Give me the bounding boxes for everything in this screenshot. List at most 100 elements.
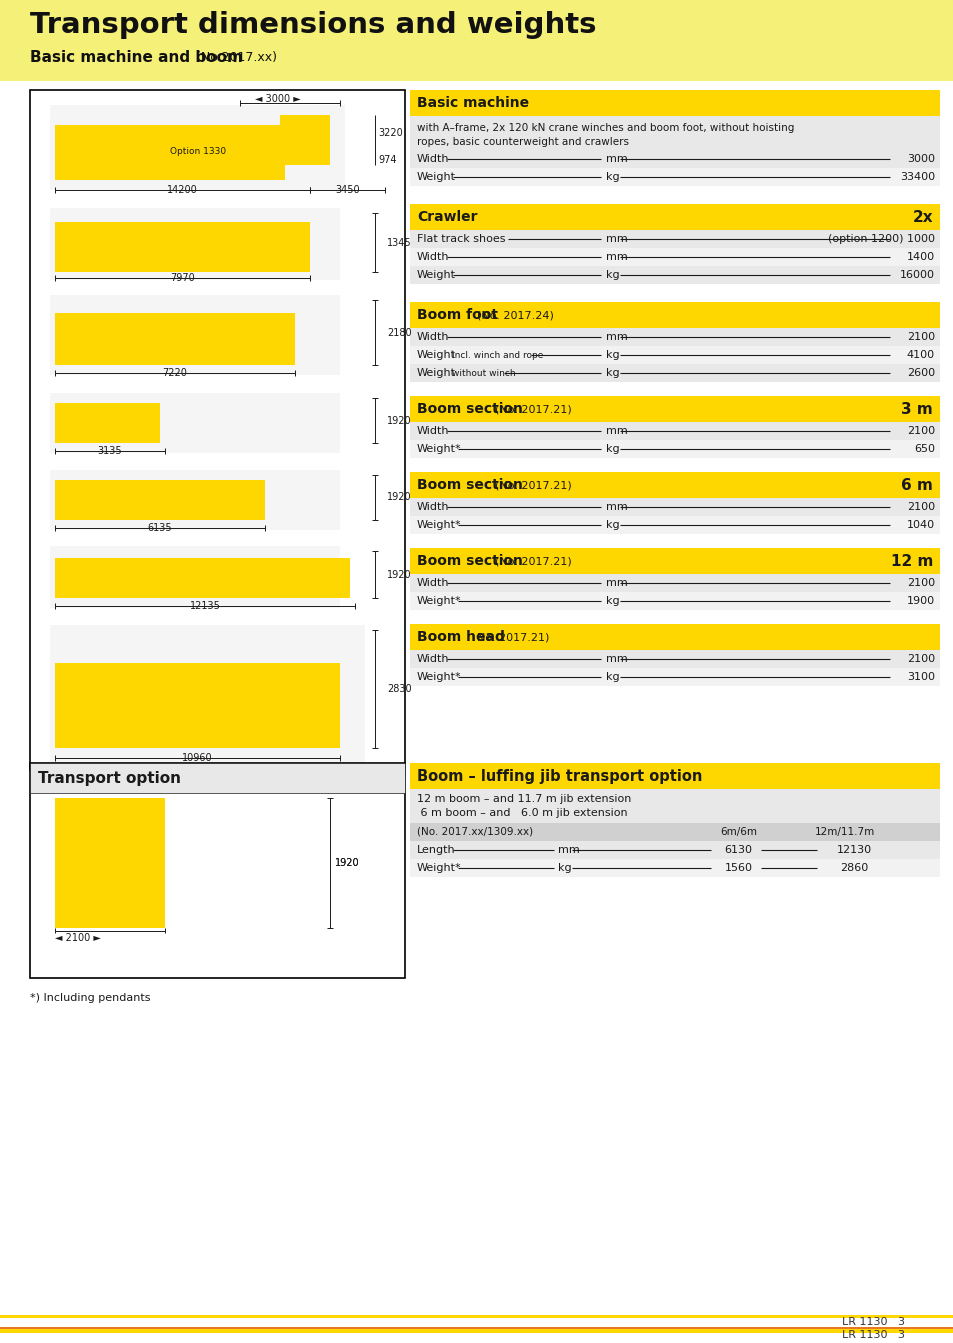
- Bar: [410, 248, 939, 266]
- Text: with A–frame, 2x 120 kN crane winches and boom foot, without hoisting: with A–frame, 2x 120 kN crane winches an…: [416, 124, 794, 133]
- Text: kg: kg: [558, 864, 572, 873]
- Bar: [410, 667, 939, 686]
- Text: 12m/11.7m: 12m/11.7m: [814, 827, 874, 837]
- Bar: [410, 548, 939, 573]
- Text: Weight: Weight: [416, 270, 456, 279]
- Text: Boom head: Boom head: [416, 630, 504, 645]
- Text: 1920: 1920: [335, 858, 359, 868]
- Text: 1400: 1400: [906, 252, 934, 262]
- Text: mm: mm: [605, 502, 627, 512]
- Bar: [410, 396, 939, 422]
- Text: 2100: 2100: [906, 332, 934, 342]
- Bar: [55, 125, 285, 180]
- Text: 3450: 3450: [335, 185, 359, 195]
- Text: Flat track shoes: Flat track shoes: [416, 234, 505, 244]
- Text: 1345: 1345: [387, 238, 411, 247]
- Text: Width: Width: [416, 577, 449, 588]
- Text: 1920: 1920: [387, 569, 411, 579]
- Text: (No. 2017.24): (No. 2017.24): [476, 310, 553, 320]
- Text: ◄ 2100 ►: ◄ 2100 ►: [55, 933, 101, 943]
- Bar: [50, 105, 345, 189]
- Text: Weight*: Weight*: [416, 672, 461, 682]
- Text: 3220: 3220: [377, 128, 402, 138]
- Text: Basic machine: Basic machine: [416, 95, 529, 110]
- Text: 6 m: 6 m: [901, 478, 932, 493]
- Text: Weight*: Weight*: [416, 596, 461, 606]
- Bar: [55, 313, 294, 365]
- Text: LR 1130   3: LR 1130 3: [841, 1317, 904, 1327]
- Text: Boom foot: Boom foot: [416, 308, 497, 322]
- Bar: [0, 0, 953, 81]
- Bar: [410, 763, 939, 788]
- Text: kg: kg: [605, 351, 619, 360]
- Bar: [410, 204, 939, 230]
- Text: 2100: 2100: [906, 502, 934, 512]
- Text: mm: mm: [558, 845, 579, 855]
- Text: 3 m: 3 m: [901, 402, 932, 416]
- Bar: [50, 470, 339, 530]
- Bar: [410, 115, 939, 150]
- Text: 2100: 2100: [906, 426, 934, 436]
- Bar: [50, 624, 365, 763]
- Text: 16000: 16000: [899, 270, 934, 279]
- Bar: [410, 498, 939, 516]
- Text: Weight*: Weight*: [416, 864, 461, 873]
- Text: No. 2017.21): No. 2017.21): [476, 633, 549, 642]
- Text: 650: 650: [913, 445, 934, 454]
- Bar: [410, 788, 939, 823]
- Text: Boom section: Boom section: [416, 555, 522, 568]
- Text: 2x: 2x: [911, 210, 932, 224]
- Bar: [50, 208, 339, 279]
- Text: 4100: 4100: [906, 351, 934, 360]
- Text: kg: kg: [605, 270, 619, 279]
- Text: 14200: 14200: [167, 185, 197, 195]
- Text: Weight: Weight: [416, 368, 456, 377]
- Bar: [410, 441, 939, 458]
- Bar: [410, 230, 939, 248]
- Text: Weight*: Weight*: [416, 520, 461, 530]
- Text: Transport option: Transport option: [38, 771, 181, 786]
- Text: 12 m boom – and 11.7 m jib extension: 12 m boom – and 11.7 m jib extension: [416, 794, 631, 804]
- Bar: [410, 302, 939, 328]
- Text: 7970: 7970: [170, 273, 194, 283]
- Text: 1900: 1900: [906, 596, 934, 606]
- Bar: [55, 403, 160, 443]
- Bar: [410, 471, 939, 498]
- Text: LR 1130   3: LR 1130 3: [841, 1330, 904, 1340]
- Bar: [280, 115, 330, 165]
- Text: Width: Width: [416, 654, 449, 663]
- Text: mm: mm: [605, 154, 627, 164]
- Text: Width: Width: [416, 502, 449, 512]
- Text: 1920: 1920: [335, 858, 359, 868]
- Bar: [55, 479, 265, 520]
- Bar: [30, 763, 405, 792]
- Bar: [30, 763, 405, 978]
- Text: 3135: 3135: [97, 446, 122, 457]
- Bar: [410, 823, 939, 841]
- Bar: [0, 1327, 953, 1330]
- Text: (No. 2017.21): (No. 2017.21): [495, 404, 572, 414]
- Text: (No. 2017.21): (No. 2017.21): [495, 556, 572, 565]
- Text: 12130: 12130: [836, 845, 871, 855]
- Text: *) Including pendants: *) Including pendants: [30, 992, 151, 1003]
- Bar: [410, 150, 939, 168]
- Text: Boom – luffing jib transport option: Boom – luffing jib transport option: [416, 768, 701, 783]
- Text: Crawler: Crawler: [416, 210, 477, 224]
- Bar: [50, 547, 339, 608]
- Bar: [30, 90, 405, 770]
- Bar: [410, 650, 939, 667]
- Text: ropes, basic counterweight and crawlers: ropes, basic counterweight and crawlers: [416, 137, 628, 146]
- Text: mm: mm: [605, 426, 627, 436]
- Bar: [50, 393, 339, 453]
- Bar: [410, 841, 939, 860]
- Text: 10960: 10960: [182, 753, 213, 763]
- Text: Width: Width: [416, 154, 449, 164]
- Bar: [410, 860, 939, 877]
- Bar: [55, 557, 350, 598]
- Text: Basic machine and boom: Basic machine and boom: [30, 51, 243, 66]
- Text: (No. 2017.21): (No. 2017.21): [495, 479, 572, 490]
- Text: 6 m boom – and   6.0 m jib extension: 6 m boom – and 6.0 m jib extension: [416, 808, 627, 818]
- Text: ◄ 3000 ►: ◄ 3000 ►: [254, 94, 300, 103]
- Text: 6m/6m: 6m/6m: [720, 827, 757, 837]
- Text: Width: Width: [416, 426, 449, 436]
